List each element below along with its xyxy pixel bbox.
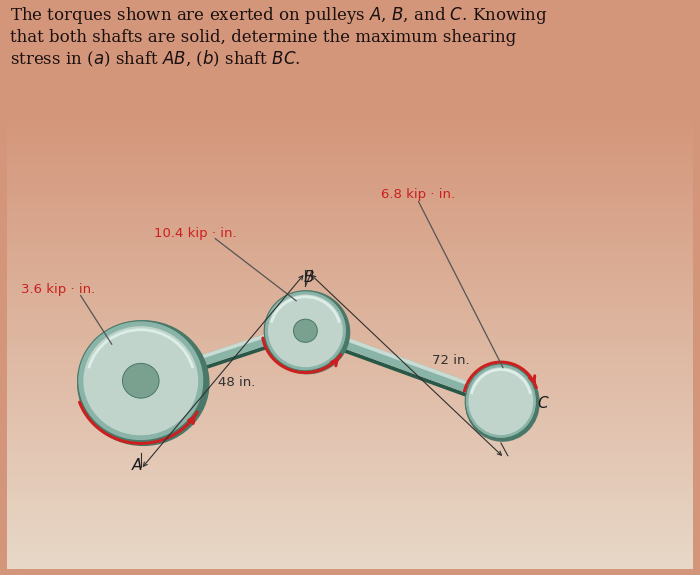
Polygon shape [305, 326, 505, 403]
Ellipse shape [122, 363, 159, 398]
Text: 6.8 kip · in.: 6.8 kip · in. [381, 188, 455, 201]
Text: The torques shown are exerted on pulleys $A$, $B$, and $C$. Knowing
that both sh: The torques shown are exerted on pulleys… [10, 5, 548, 69]
Text: 3.6 kip · in.: 3.6 kip · in. [21, 283, 95, 296]
Ellipse shape [264, 290, 350, 374]
Text: $C$: $C$ [537, 396, 550, 412]
Polygon shape [302, 335, 494, 406]
Ellipse shape [265, 291, 346, 371]
Ellipse shape [268, 294, 343, 367]
Ellipse shape [468, 367, 533, 435]
Text: 48 in.: 48 in. [218, 376, 256, 389]
Text: $B$: $B$ [303, 269, 314, 285]
Ellipse shape [77, 320, 209, 446]
Ellipse shape [466, 364, 537, 438]
Text: 10.4 kip · in.: 10.4 kip · in. [155, 227, 237, 240]
Polygon shape [312, 326, 505, 397]
Polygon shape [148, 333, 309, 388]
Polygon shape [138, 324, 299, 379]
Ellipse shape [78, 321, 204, 440]
Ellipse shape [465, 363, 540, 442]
Text: 72 in.: 72 in. [433, 354, 470, 367]
Ellipse shape [83, 326, 198, 435]
Ellipse shape [293, 319, 317, 342]
Text: $A$: $A$ [131, 457, 144, 473]
Polygon shape [138, 324, 305, 385]
